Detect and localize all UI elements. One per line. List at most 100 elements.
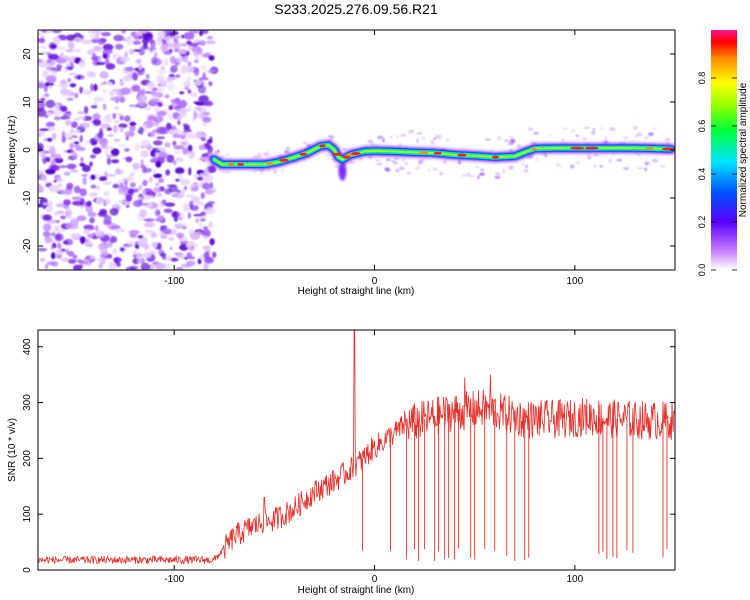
noise-blob	[86, 241, 93, 246]
noise-blob	[108, 261, 117, 270]
colorbar-tick-label: 0.6	[697, 120, 707, 133]
noise-blob	[102, 197, 112, 206]
spectrogram-speckle	[438, 136, 442, 141]
noise-blob	[148, 176, 153, 183]
spectrogram-ytick-label: -20	[22, 238, 33, 253]
noise-blob	[45, 168, 56, 175]
spectrogram-speckle	[583, 126, 590, 129]
noise-blob	[208, 188, 217, 194]
noise-blob	[89, 161, 93, 167]
noise-blob	[207, 201, 215, 205]
colorbar-tick-label: 0.4	[697, 168, 707, 181]
noise-blob	[201, 133, 208, 138]
noise-blob	[62, 112, 72, 117]
colorbar-tick-label: 0.0	[697, 264, 707, 277]
noise-blob	[185, 194, 193, 198]
noise-blob	[96, 229, 100, 238]
noise-blob	[42, 214, 52, 221]
snr-panel: -100 0 100 0 100 200 300 400 Height of straight…	[7, 329, 676, 596]
snr-xlabel: Height of straight line (km)	[298, 585, 415, 596]
noise-blob	[182, 147, 189, 155]
noise-blob	[43, 231, 51, 238]
noise-blob	[99, 251, 110, 256]
noise-blob	[184, 86, 189, 91]
noise-blob	[132, 104, 136, 109]
noise-blob	[115, 168, 121, 175]
noise-blob	[109, 90, 116, 97]
noise-blob	[60, 53, 64, 57]
noise-blob	[69, 83, 77, 88]
noise-blob	[170, 125, 177, 130]
noise-blob	[113, 120, 120, 124]
noise-blob	[198, 144, 206, 151]
noise-blob	[46, 126, 56, 132]
noise-blob	[70, 92, 75, 96]
noise-blob	[184, 186, 187, 191]
noise-blob	[175, 167, 185, 175]
noise-blob	[86, 227, 96, 230]
spectrogram-speckle	[479, 172, 485, 176]
noise-blob	[38, 46, 47, 49]
noise-blob	[45, 99, 56, 109]
noise-blob	[53, 158, 61, 161]
noise-blob	[89, 33, 98, 40]
noise-blob	[97, 55, 102, 62]
noise-blob	[112, 248, 117, 255]
spectrogram-speckle	[623, 135, 629, 140]
noise-blob	[80, 156, 84, 163]
noise-blob	[152, 170, 157, 175]
noise-blob	[82, 177, 87, 186]
colorbar-ticks: 0.0 0.2 0.4 0.6 0.8	[697, 72, 737, 277]
signal-hotspot	[319, 144, 326, 148]
spectrogram-speckle	[477, 175, 480, 179]
noise-blob	[172, 41, 181, 50]
noise-blob	[125, 194, 133, 202]
noise-blob	[163, 58, 170, 67]
spectrogram-speckle	[446, 138, 450, 142]
noise-blob	[70, 218, 79, 227]
noise-blob	[62, 240, 69, 245]
noise-blob	[129, 121, 137, 126]
noise-blob	[129, 182, 136, 188]
noise-blob	[44, 236, 53, 243]
noise-blob	[106, 174, 117, 177]
noise-blob	[98, 263, 104, 269]
noise-blob	[66, 215, 74, 219]
noise-blob	[166, 76, 177, 81]
noise-blob	[99, 208, 107, 215]
spectrogram-ytick-label: 10	[22, 96, 33, 108]
noise-blob	[128, 230, 140, 235]
spectrogram-speckle	[418, 158, 425, 163]
noise-blob	[163, 79, 174, 83]
spectrogram-speckle	[382, 138, 385, 143]
noise-blob	[183, 55, 189, 63]
spectrogram-xtick-label: 100	[566, 276, 583, 287]
noise-blob	[181, 34, 185, 39]
signal-hotspot	[332, 152, 342, 156]
noise-blob	[134, 252, 143, 261]
noise-blob	[53, 36, 61, 45]
noise-blob	[207, 69, 215, 74]
noise-blob	[199, 253, 205, 261]
noise-blob	[87, 211, 97, 218]
noise-blob	[183, 125, 191, 133]
noise-blob	[120, 127, 124, 133]
spectrogram-speckle	[389, 135, 393, 138]
noise-blob	[111, 159, 120, 164]
noise-blob	[48, 85, 53, 90]
spectrogram-ytick-label: -10	[22, 190, 33, 205]
noise-blob	[55, 249, 64, 255]
spectrogram-speckle	[433, 167, 438, 171]
noise-blob	[133, 254, 137, 260]
noise-blob	[99, 71, 109, 79]
signal-hotspot	[299, 152, 308, 156]
noise-blob	[70, 128, 74, 134]
noise-blob	[54, 225, 59, 231]
noise-blob	[115, 43, 124, 50]
signal-hotspot	[584, 146, 599, 150]
signal-hotspot	[492, 155, 499, 159]
noise-blob	[100, 144, 108, 149]
noise-blob	[160, 43, 168, 52]
noise-blob	[48, 53, 59, 60]
noise-blob	[118, 144, 127, 147]
